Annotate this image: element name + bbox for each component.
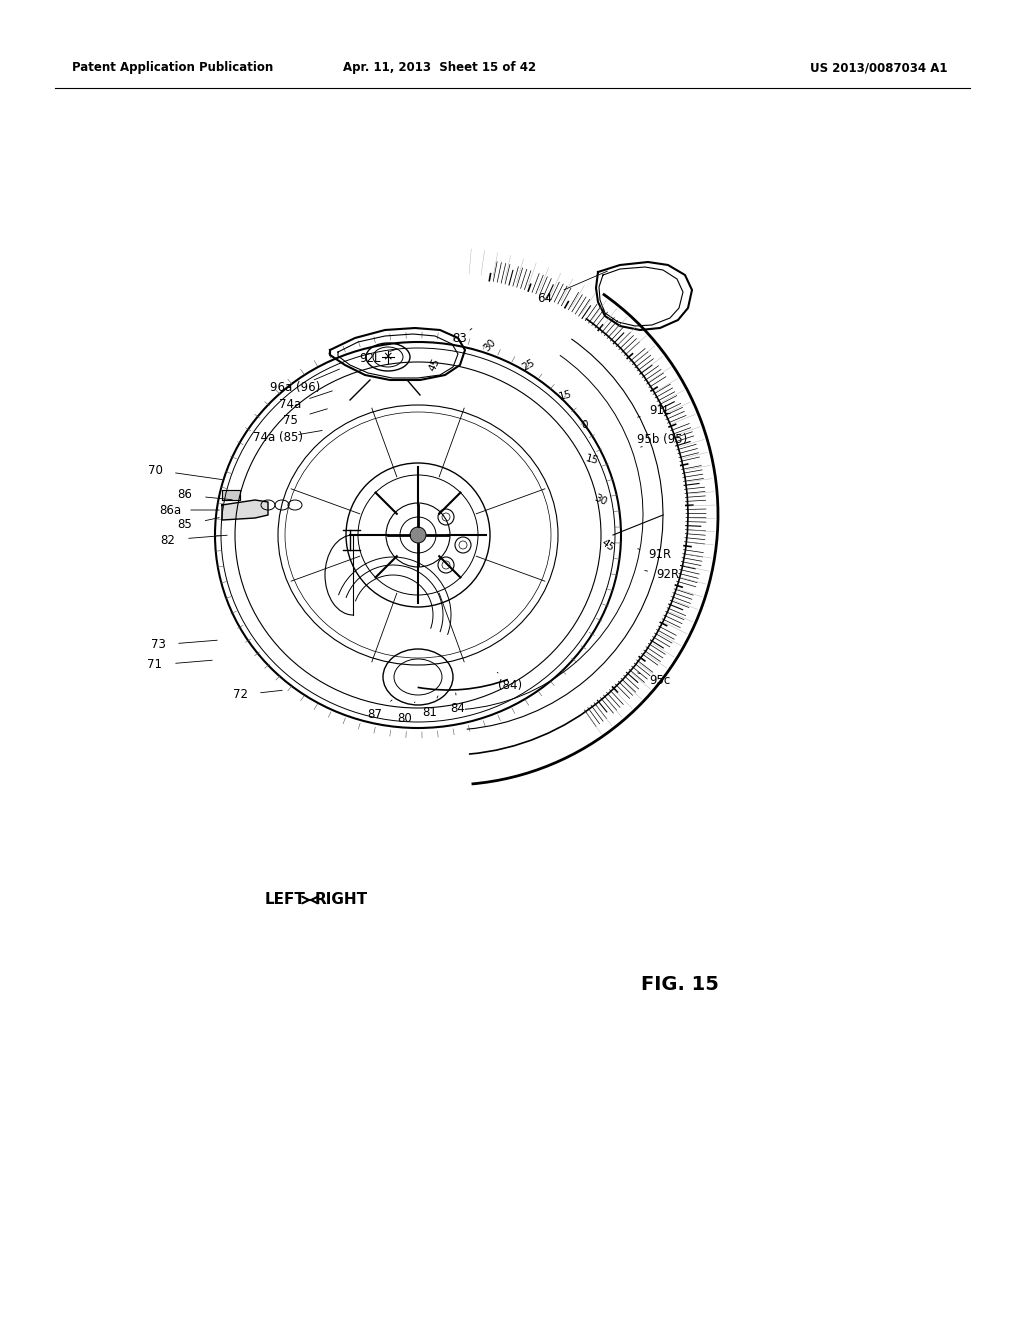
Text: Apr. 11, 2013  Sheet 15 of 42: Apr. 11, 2013 Sheet 15 of 42 <box>343 62 537 74</box>
Text: 86: 86 <box>177 488 193 502</box>
Text: 0: 0 <box>582 420 588 430</box>
Text: 92L: 92L <box>359 351 381 364</box>
Text: US 2013/0087034 A1: US 2013/0087034 A1 <box>810 62 947 74</box>
Text: 91L: 91L <box>649 404 671 417</box>
Ellipse shape <box>410 527 426 543</box>
Text: 70: 70 <box>147 463 163 477</box>
Text: ×: × <box>383 351 393 363</box>
Text: FIG. 15: FIG. 15 <box>641 975 719 994</box>
Text: 95c: 95c <box>649 673 671 686</box>
Text: 30: 30 <box>592 492 608 507</box>
Text: 25: 25 <box>520 358 537 372</box>
Text: 96a (96): 96a (96) <box>270 381 321 395</box>
Polygon shape <box>222 500 268 520</box>
Text: 30: 30 <box>482 337 498 354</box>
Text: 95b (95): 95b (95) <box>637 433 687 446</box>
Text: 87: 87 <box>368 709 382 722</box>
Text: Patent Application Publication: Patent Application Publication <box>72 62 273 74</box>
Polygon shape <box>222 490 240 500</box>
Text: 91R: 91R <box>648 549 672 561</box>
Text: 85: 85 <box>177 519 193 532</box>
Text: RIGHT: RIGHT <box>315 892 368 908</box>
Text: 73: 73 <box>151 639 166 652</box>
Text: 92R: 92R <box>656 569 680 582</box>
Text: 72: 72 <box>232 689 248 701</box>
Text: 86a: 86a <box>159 503 181 516</box>
Text: 71: 71 <box>147 659 163 672</box>
Text: 75: 75 <box>283 413 297 426</box>
Text: 84: 84 <box>451 701 466 714</box>
Text: (84): (84) <box>498 678 522 692</box>
Text: 74a: 74a <box>279 399 301 412</box>
Text: 74a (85): 74a (85) <box>253 432 303 445</box>
Text: 64: 64 <box>538 292 553 305</box>
Text: 83: 83 <box>453 331 467 345</box>
Text: 80: 80 <box>397 711 413 725</box>
Text: 15: 15 <box>557 388 572 401</box>
Text: 45: 45 <box>600 537 616 553</box>
Text: 45: 45 <box>428 356 442 374</box>
Text: 82: 82 <box>161 533 175 546</box>
Text: LEFT: LEFT <box>264 892 305 908</box>
Text: 81: 81 <box>423 705 437 718</box>
Text: 15: 15 <box>585 454 600 466</box>
